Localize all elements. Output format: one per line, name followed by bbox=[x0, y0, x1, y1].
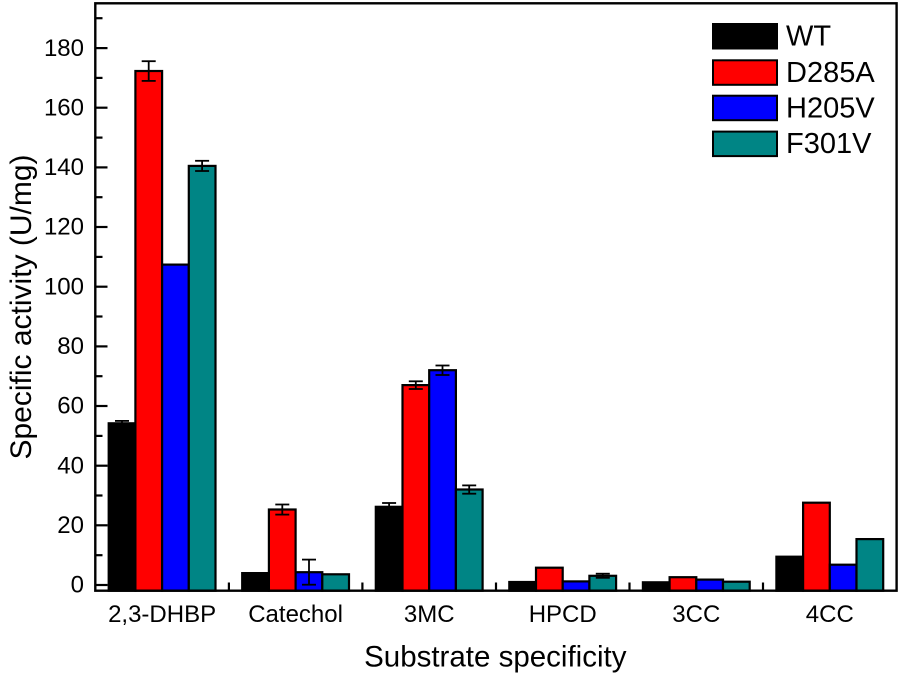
svg-text:0: 0 bbox=[71, 572, 84, 599]
svg-text:3MC: 3MC bbox=[404, 601, 455, 628]
svg-text:160: 160 bbox=[44, 94, 84, 121]
svg-text:F301V: F301V bbox=[786, 128, 872, 160]
svg-text:D285A: D285A bbox=[786, 57, 875, 89]
svg-text:100: 100 bbox=[44, 273, 84, 300]
svg-text:20: 20 bbox=[57, 512, 84, 539]
svg-text:140: 140 bbox=[44, 154, 84, 181]
svg-text:4CC: 4CC bbox=[806, 601, 854, 628]
svg-text:3CC: 3CC bbox=[672, 601, 720, 628]
svg-text:2,3-DHBP: 2,3-DHBP bbox=[108, 601, 216, 628]
svg-text:80: 80 bbox=[57, 333, 84, 360]
svg-text:HPCD: HPCD bbox=[529, 601, 597, 628]
svg-text:40: 40 bbox=[57, 452, 84, 479]
svg-text:H205V: H205V bbox=[786, 92, 875, 124]
svg-text:WT: WT bbox=[786, 21, 831, 53]
svg-text:Substrate specificity: Substrate specificity bbox=[364, 640, 627, 673]
svg-text:Catechol: Catechol bbox=[248, 601, 343, 628]
svg-text:Specific activity (U/mg): Specific activity (U/mg) bbox=[5, 154, 38, 459]
svg-text:60: 60 bbox=[57, 393, 84, 420]
svg-text:180: 180 bbox=[44, 35, 84, 62]
svg-text:120: 120 bbox=[44, 214, 84, 241]
